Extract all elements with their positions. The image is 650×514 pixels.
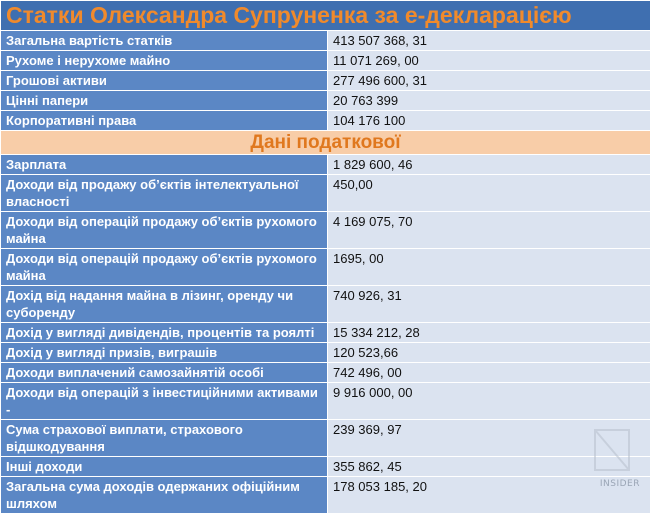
table-row: Зарплата 1 829 600, 46 — [1, 155, 650, 175]
row-label: Дохід у вигляді дивідендів, процентів та… — [1, 323, 328, 343]
row-value: 740 926, 31 — [328, 286, 650, 323]
table-row: Загальна вартість статків 413 507 368, 3… — [1, 31, 650, 51]
row-value: 15 334 212, 28 — [328, 323, 650, 343]
table-row: Цінні папери 20 763 399 — [1, 91, 650, 111]
insider-logo-icon — [592, 427, 632, 473]
row-label: Доходи від операцій продажу об’єктів рух… — [1, 249, 328, 286]
table-row: Дохід у вигляді призів, виграшів 120 523… — [1, 343, 650, 363]
section-title: Дані податкової — [1, 131, 650, 155]
row-value: 277 496 600, 31 — [328, 71, 650, 91]
row-label: Інші доходи — [1, 457, 328, 477]
row-label: Загальна сума доходів одержаних офіційни… — [1, 477, 328, 514]
row-value: 11 071 269, 00 — [328, 51, 650, 71]
row-label: Загальна вартість статків — [1, 31, 328, 51]
row-value: 742 496, 00 — [328, 363, 650, 383]
watermark-text: INSIDER — [600, 479, 640, 489]
row-label: Грошові активи — [1, 71, 328, 91]
row-value: 1 829 600, 46 — [328, 155, 650, 175]
table-row: Інші доходи 355 862, 45 — [1, 457, 650, 477]
table-row: Грошові активи 277 496 600, 31 — [1, 71, 650, 91]
row-value: 1695, 00 — [328, 249, 650, 286]
table-row: Рухоме і нерухоме майно 11 071 269, 00 — [1, 51, 650, 71]
title-row: Статки Олександра Супруненка за е-деклар… — [1, 1, 650, 31]
row-label: Дохід від надання майна в лізинг, оренду… — [1, 286, 328, 323]
table-row: Корпоративні права 104 176 100 — [1, 111, 650, 131]
row-label: Доходи від операцій з інвестиційними акт… — [1, 383, 328, 420]
section-header-row: Дані податкової — [1, 131, 650, 155]
row-value: 20 763 399 — [328, 91, 650, 111]
row-label: Дохід у вигляді призів, виграшів — [1, 343, 328, 363]
table-row: Дохід від надання майна в лізинг, оренду… — [1, 286, 650, 323]
table-row: Доходи від операцій з інвестиційними акт… — [1, 383, 650, 420]
row-label: Доходи виплачений самозайнятій особі — [1, 363, 328, 383]
row-label: Сума страхової виплати, страхового відшк… — [1, 420, 328, 457]
row-value: 9 916 000, 00 — [328, 383, 650, 420]
row-label: Доходи від операцій продажу об’єктів рух… — [1, 212, 328, 249]
row-label: Рухоме і нерухоме майно — [1, 51, 328, 71]
row-label: Цінні папери — [1, 91, 328, 111]
row-label: Корпоративні права — [1, 111, 328, 131]
row-label: Зарплата — [1, 155, 328, 175]
table-title: Статки Олександра Супруненка за е-деклар… — [1, 1, 650, 31]
table-row: Доходи виплачений самозайнятій особі 742… — [1, 363, 650, 383]
table-row: Доходи від операцій продажу об’єктів рух… — [1, 249, 650, 286]
table-row: Доходи від операцій продажу об’єктів рух… — [1, 212, 650, 249]
table-row: Загальна сума доходів одержаних офіційни… — [1, 477, 650, 514]
row-label: Доходи від продажу об’єктів інтелектуаль… — [1, 175, 328, 212]
table-row: Сума страхової виплати, страхового відшк… — [1, 420, 650, 457]
row-value: 450,00 — [328, 175, 650, 212]
row-value: 120 523,66 — [328, 343, 650, 363]
row-value: 104 176 100 — [328, 111, 650, 131]
table-row: Доходи від продажу об’єктів інтелектуаль… — [1, 175, 650, 212]
row-value: 4 169 075, 70 — [328, 212, 650, 249]
row-value: 413 507 368, 31 — [328, 31, 650, 51]
table-row: Дохід у вигляді дивідендів, процентів та… — [1, 323, 650, 343]
